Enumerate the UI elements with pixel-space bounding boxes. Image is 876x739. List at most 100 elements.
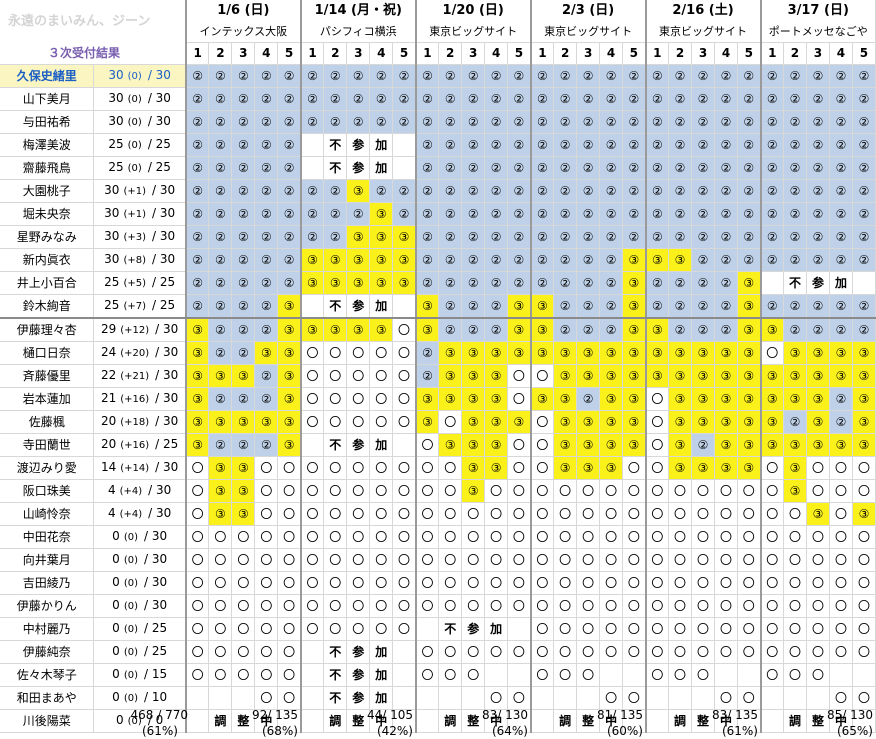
slot-cell: ③ <box>668 410 693 434</box>
tally-total: 20 <box>100 437 117 451</box>
slot-cell: ② <box>553 202 578 226</box>
slot-cell: ③ <box>369 318 394 342</box>
slot-cell: 〇 <box>461 548 486 572</box>
tally-delta: (+7) <box>123 301 146 312</box>
slot-cell: 〇 <box>714 525 739 549</box>
slot-cell: 〇 <box>599 640 624 664</box>
slot-cell: 〇 <box>461 640 486 664</box>
slot-cell: 〇 <box>576 479 601 503</box>
slot-cell: 不 <box>783 271 807 295</box>
slot-cell: ② <box>759 156 784 180</box>
slot-cell: 〇 <box>529 364 555 388</box>
slot-cell: ③ <box>277 387 302 411</box>
tally-total: 22 <box>100 368 117 382</box>
slot-cell: 〇 <box>829 686 853 710</box>
slot-cell: ② <box>576 156 601 180</box>
tally-delta: (0) <box>123 532 138 543</box>
slot-cell: ② <box>644 225 670 249</box>
member-name: 久保史緒里 <box>0 64 95 88</box>
slot-cell: ② <box>759 64 784 88</box>
tally-total: 30 <box>104 252 120 266</box>
member-tally: 30 (0) / 30 <box>93 87 187 111</box>
date-label: 2/16 (土) <box>644 0 761 21</box>
slot-cell: ③ <box>231 479 256 503</box>
slot-cell: ② <box>759 87 784 111</box>
slot-cell: ② <box>254 364 279 388</box>
slot-cell: ② <box>231 248 256 272</box>
member-name: 阪口珠美 <box>0 479 95 503</box>
member-tally: 0 (0) / 30 <box>93 525 187 549</box>
slot-cell: ② <box>599 179 624 203</box>
slot-cell: ② <box>484 202 509 226</box>
slot-cell: ② <box>644 110 670 134</box>
slot-cell: 〇 <box>346 548 371 572</box>
member-tally: 22 (+21) / 30 <box>93 364 187 388</box>
slot-cell: ③ <box>438 433 463 457</box>
slot-cell: ② <box>461 110 486 134</box>
slot-cell: ② <box>691 248 716 272</box>
slot-cell: ② <box>414 87 440 111</box>
member-row: 吉田綾乃 0 (0)/ 30 〇〇〇〇〇〇〇〇〇〇〇〇〇〇〇〇〇〇〇〇〇〇〇〇〇〇〇〇… <box>0 571 876 595</box>
slot-cell: ② <box>231 156 256 180</box>
slot-cell: ③ <box>323 248 348 272</box>
slot-cell: ② <box>829 179 853 203</box>
slot-cell: 整 <box>576 709 601 733</box>
slot-cell: ② <box>231 271 256 295</box>
slot-cell: ② <box>208 387 233 411</box>
slot-cell: ② <box>759 110 784 134</box>
slot-cell: ② <box>599 87 624 111</box>
slot-cell: ② <box>644 156 670 180</box>
tally-total: 30 <box>108 114 124 128</box>
slot-cell: 加 <box>369 133 394 157</box>
slot-cell: 〇 <box>668 663 693 687</box>
slot-cell: ② <box>529 248 555 272</box>
slot-cell <box>299 663 325 687</box>
slot-cell <box>759 709 784 733</box>
member-name: 大園桃子 <box>0 179 95 203</box>
slot-cell: ② <box>484 156 509 180</box>
slot-cell: ② <box>277 271 302 295</box>
slot-cell: 〇 <box>231 571 256 595</box>
slot-cell: ② <box>829 133 853 157</box>
slot-cell: ③ <box>369 225 394 249</box>
slot-cell: ② <box>576 318 601 342</box>
slot-cell: 〇 <box>759 663 784 687</box>
member-row: 伊藤純奈 0 (0)/ 25 〇〇〇〇〇不参加〇〇〇〇〇〇〇〇〇〇〇〇〇〇〇〇〇〇〇〇 <box>0 640 876 664</box>
member-row: 鈴木絢音 25 (+7)/ 25 ② ② ② ② ③ 不参加 ③ ② ② ② ③ ③ ② ② ② ③ ② ② ② ② ③ ② ② ②… <box>0 294 876 319</box>
slot-cell: 〇 <box>576 663 601 687</box>
slot-cell: ② <box>668 294 693 319</box>
slot-cell: ② <box>622 202 647 226</box>
tally-delta: (+4) <box>119 509 143 520</box>
slot-cell: ② <box>208 133 233 157</box>
slot-cell <box>208 686 233 710</box>
slot-cell: 調 <box>668 709 693 733</box>
slot-cell: ② <box>231 133 256 157</box>
member-tally: 0 (0) / 15 <box>93 663 187 687</box>
slot-cell: 〇 <box>829 456 853 480</box>
slot-cell: 参 <box>346 133 371 157</box>
slot-cell: ② <box>392 64 417 88</box>
slot-cell: 〇 <box>507 433 532 457</box>
tally-delta: (0) <box>123 555 138 566</box>
slot-cell: 〇 <box>323 594 348 618</box>
slot-cell: 〇 <box>714 548 739 572</box>
tally-max: / 30 <box>155 391 179 405</box>
member-name: 鈴木絢音 <box>0 294 95 319</box>
slot-cell: 〇 <box>323 410 348 434</box>
slot-cell: ② <box>438 179 463 203</box>
slot-cell: ② <box>277 179 302 203</box>
slot-cell: 〇 <box>254 479 279 503</box>
member-name: 山下美月 <box>0 87 95 111</box>
slot-cell: 〇 <box>208 594 233 618</box>
part-number: 4 <box>714 42 739 65</box>
slot-cell: ② <box>461 179 486 203</box>
slot-cell: ② <box>737 179 761 203</box>
slot-cell: ② <box>484 179 509 203</box>
tally-max: / 30 <box>147 114 171 128</box>
tally-delta: (+14) <box>120 463 150 474</box>
slot-cell: 〇 <box>622 479 647 503</box>
slot-cell: 不 <box>323 663 348 687</box>
slot-cell: 参 <box>806 271 830 295</box>
member-row: 渡辺みり愛 14 (+14)/ 30 〇 ③ ③ 〇〇〇〇〇〇〇〇〇 ③ ③ 〇〇 ③ ③ ③ 〇〇 ③ ③ ③… <box>0 456 876 480</box>
slot-cell: 〇 <box>277 548 302 572</box>
